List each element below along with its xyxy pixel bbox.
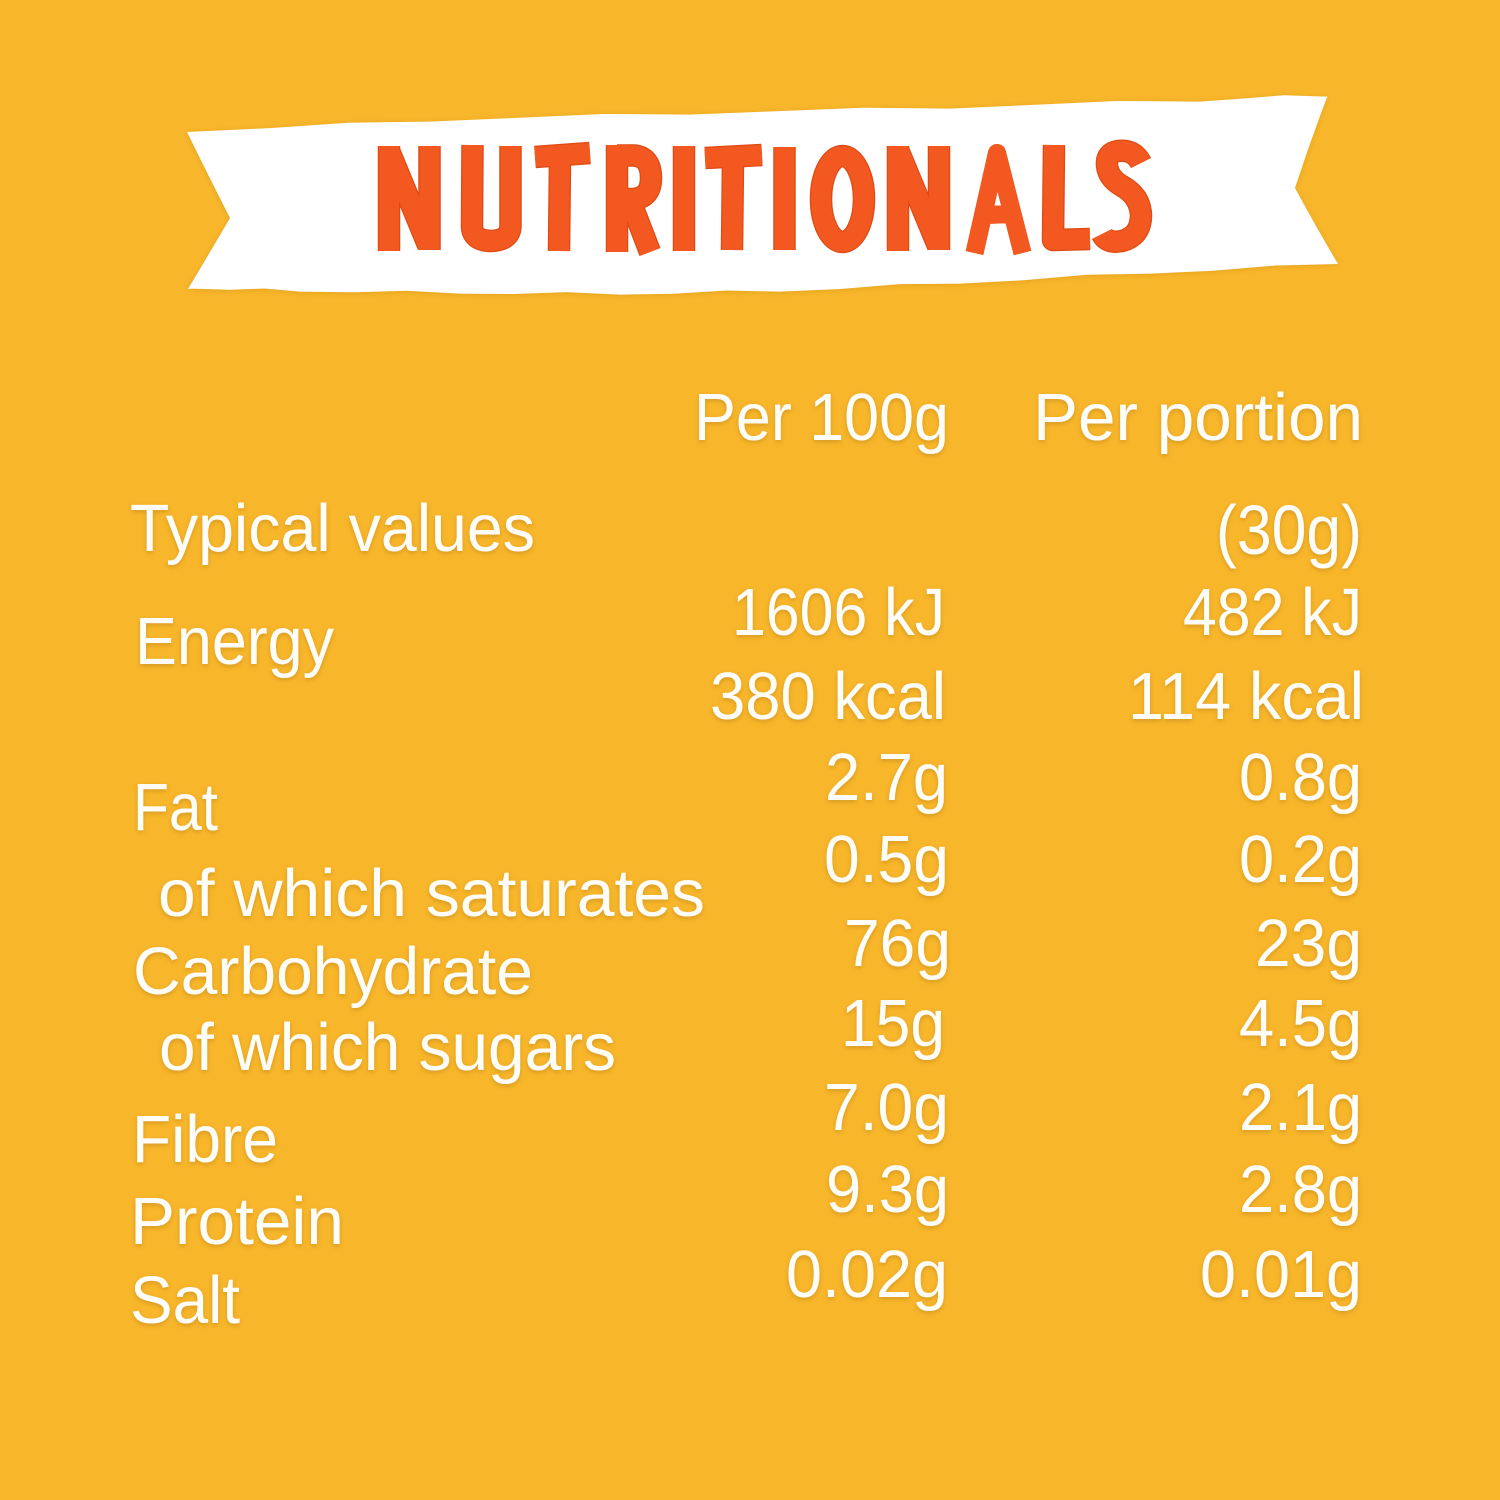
svg-text:(30g): (30g) (1216, 491, 1362, 569)
svg-text:0.5g: 0.5g (824, 822, 949, 897)
svg-text:0.8g: 0.8g (1239, 740, 1362, 815)
svg-text:2.7g: 2.7g (825, 740, 948, 815)
svg-text:of which saturates: of which saturates (158, 856, 705, 931)
svg-text:Energy: Energy (135, 604, 334, 679)
svg-text:380 kcal: 380 kcal (710, 659, 946, 734)
svg-text:Fat: Fat (133, 770, 218, 845)
svg-text:Fibre: Fibre (132, 1102, 278, 1177)
svg-text:76g: 76g (844, 906, 951, 981)
svg-text:0.02g: 0.02g (786, 1237, 948, 1312)
svg-text:15g: 15g (841, 986, 945, 1061)
svg-text:Per portion: Per portion (1033, 380, 1363, 455)
svg-text:23g: 23g (1255, 906, 1362, 981)
svg-text:Per 100g: Per 100g (694, 380, 949, 455)
svg-text:0.01g: 0.01g (1200, 1237, 1362, 1312)
svg-text:4.5g: 4.5g (1239, 986, 1362, 1061)
svg-text:Salt: Salt (130, 1263, 240, 1338)
svg-text:Typical values: Typical values (130, 491, 535, 566)
svg-text:482 kJ: 482 kJ (1183, 575, 1362, 650)
svg-text:7.0g: 7.0g (824, 1070, 949, 1145)
svg-text:1606 kJ: 1606 kJ (732, 575, 945, 650)
svg-text:2.8g: 2.8g (1239, 1152, 1362, 1227)
svg-text:9.3g: 9.3g (826, 1152, 949, 1227)
svg-text:of which sugars: of which sugars (159, 1010, 616, 1085)
svg-text:Carbohydrate: Carbohydrate (133, 934, 533, 1009)
svg-text:Protein: Protein (130, 1184, 344, 1259)
svg-text:2.1g: 2.1g (1239, 1070, 1362, 1145)
svg-text:0.2g: 0.2g (1239, 822, 1362, 897)
svg-text:114 kcal: 114 kcal (1128, 659, 1364, 734)
